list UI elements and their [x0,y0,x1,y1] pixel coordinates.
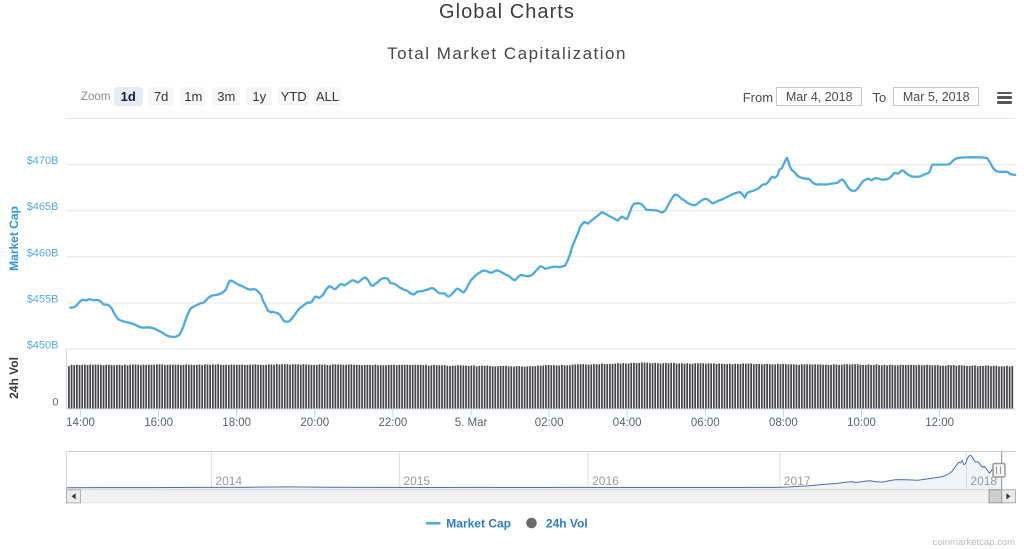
svg-text:08:00: 08:00 [769,417,798,429]
svg-text:24h Vol: 24h Vol [7,357,21,399]
svg-text:18:00: 18:00 [222,417,251,429]
svg-text:02:00: 02:00 [535,417,564,429]
svg-text:5. Mar: 5. Mar [455,417,488,429]
svg-text:2016: 2016 [592,474,619,488]
svg-text:2015: 2015 [403,474,430,488]
svg-text:2018: 2018 [970,474,997,488]
svg-text:$455B: $455B [27,293,59,305]
svg-text:20:00: 20:00 [300,417,329,429]
svg-text:24h Vol: 24h Vol [546,517,588,531]
svg-text:22:00: 22:00 [379,417,408,429]
svg-text:2014: 2014 [215,474,242,488]
svg-text:$460B: $460B [27,247,59,259]
svg-text:12:00: 12:00 [925,417,954,429]
svg-text:Market Cap: Market Cap [446,517,511,531]
svg-text:10:00: 10:00 [847,417,876,429]
svg-text:coinmarketcap.com: coinmarketcap.com [933,537,1015,548]
svg-text:04:00: 04:00 [613,417,642,429]
svg-text:Market Cap: Market Cap [7,206,21,271]
svg-text:06:00: 06:00 [691,417,720,429]
svg-text:14:00: 14:00 [66,417,95,429]
svg-text:$470B: $470B [27,155,59,167]
svg-text:16:00: 16:00 [144,417,173,429]
svg-text:2017: 2017 [784,474,811,488]
svg-text:$465B: $465B [27,201,59,213]
svg-text:$450B: $450B [27,340,59,352]
svg-text:0: 0 [52,397,58,409]
